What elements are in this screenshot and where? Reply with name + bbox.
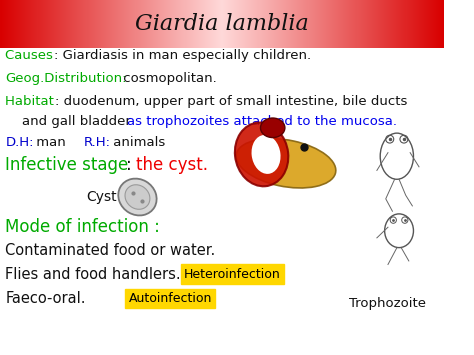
Text: Flies and food handlers.: Flies and food handlers. — [5, 267, 181, 282]
Text: Mode of infection :: Mode of infection : — [5, 218, 160, 236]
Ellipse shape — [252, 135, 281, 174]
Ellipse shape — [261, 118, 285, 137]
Text: Faeco-oral.: Faeco-oral. — [5, 291, 86, 306]
Ellipse shape — [125, 185, 150, 209]
Ellipse shape — [236, 139, 336, 188]
Text: R.H:: R.H: — [83, 136, 110, 149]
Text: Trophozoite: Trophozoite — [349, 297, 427, 310]
Text: Contaminated food or water.: Contaminated food or water. — [5, 243, 216, 258]
Text: : Giardiasis in man especially children.: : Giardiasis in man especially children. — [54, 49, 311, 61]
Text: : duodenum, upper part of small intestine, bile ducts: : duodenum, upper part of small intestin… — [55, 95, 407, 108]
Text: the cyst.: the cyst. — [136, 156, 208, 174]
Text: as trophozoites attached to the mucosa.: as trophozoites attached to the mucosa. — [127, 115, 397, 128]
Text: animals: animals — [109, 136, 165, 149]
Text: Heteroinfection: Heteroinfection — [184, 268, 281, 280]
Text: Causes: Causes — [5, 49, 57, 61]
Text: cosmopolitan.: cosmopolitan. — [119, 72, 217, 84]
Text: Habitat: Habitat — [5, 95, 58, 108]
Text: Geog.Distribution:: Geog.Distribution: — [5, 72, 127, 84]
Text: Giardia lamblia: Giardia lamblia — [135, 13, 309, 35]
Text: man: man — [32, 136, 87, 149]
Ellipse shape — [235, 122, 288, 186]
Text: D.H:: D.H: — [5, 136, 34, 149]
Text: and gall bladder: and gall bladder — [5, 115, 136, 128]
Text: Autoinfection: Autoinfection — [128, 292, 212, 305]
Text: Cyst: Cyst — [87, 190, 117, 204]
Text: :: : — [126, 156, 137, 174]
Text: Infective stage: Infective stage — [5, 156, 134, 174]
Ellipse shape — [118, 179, 156, 215]
